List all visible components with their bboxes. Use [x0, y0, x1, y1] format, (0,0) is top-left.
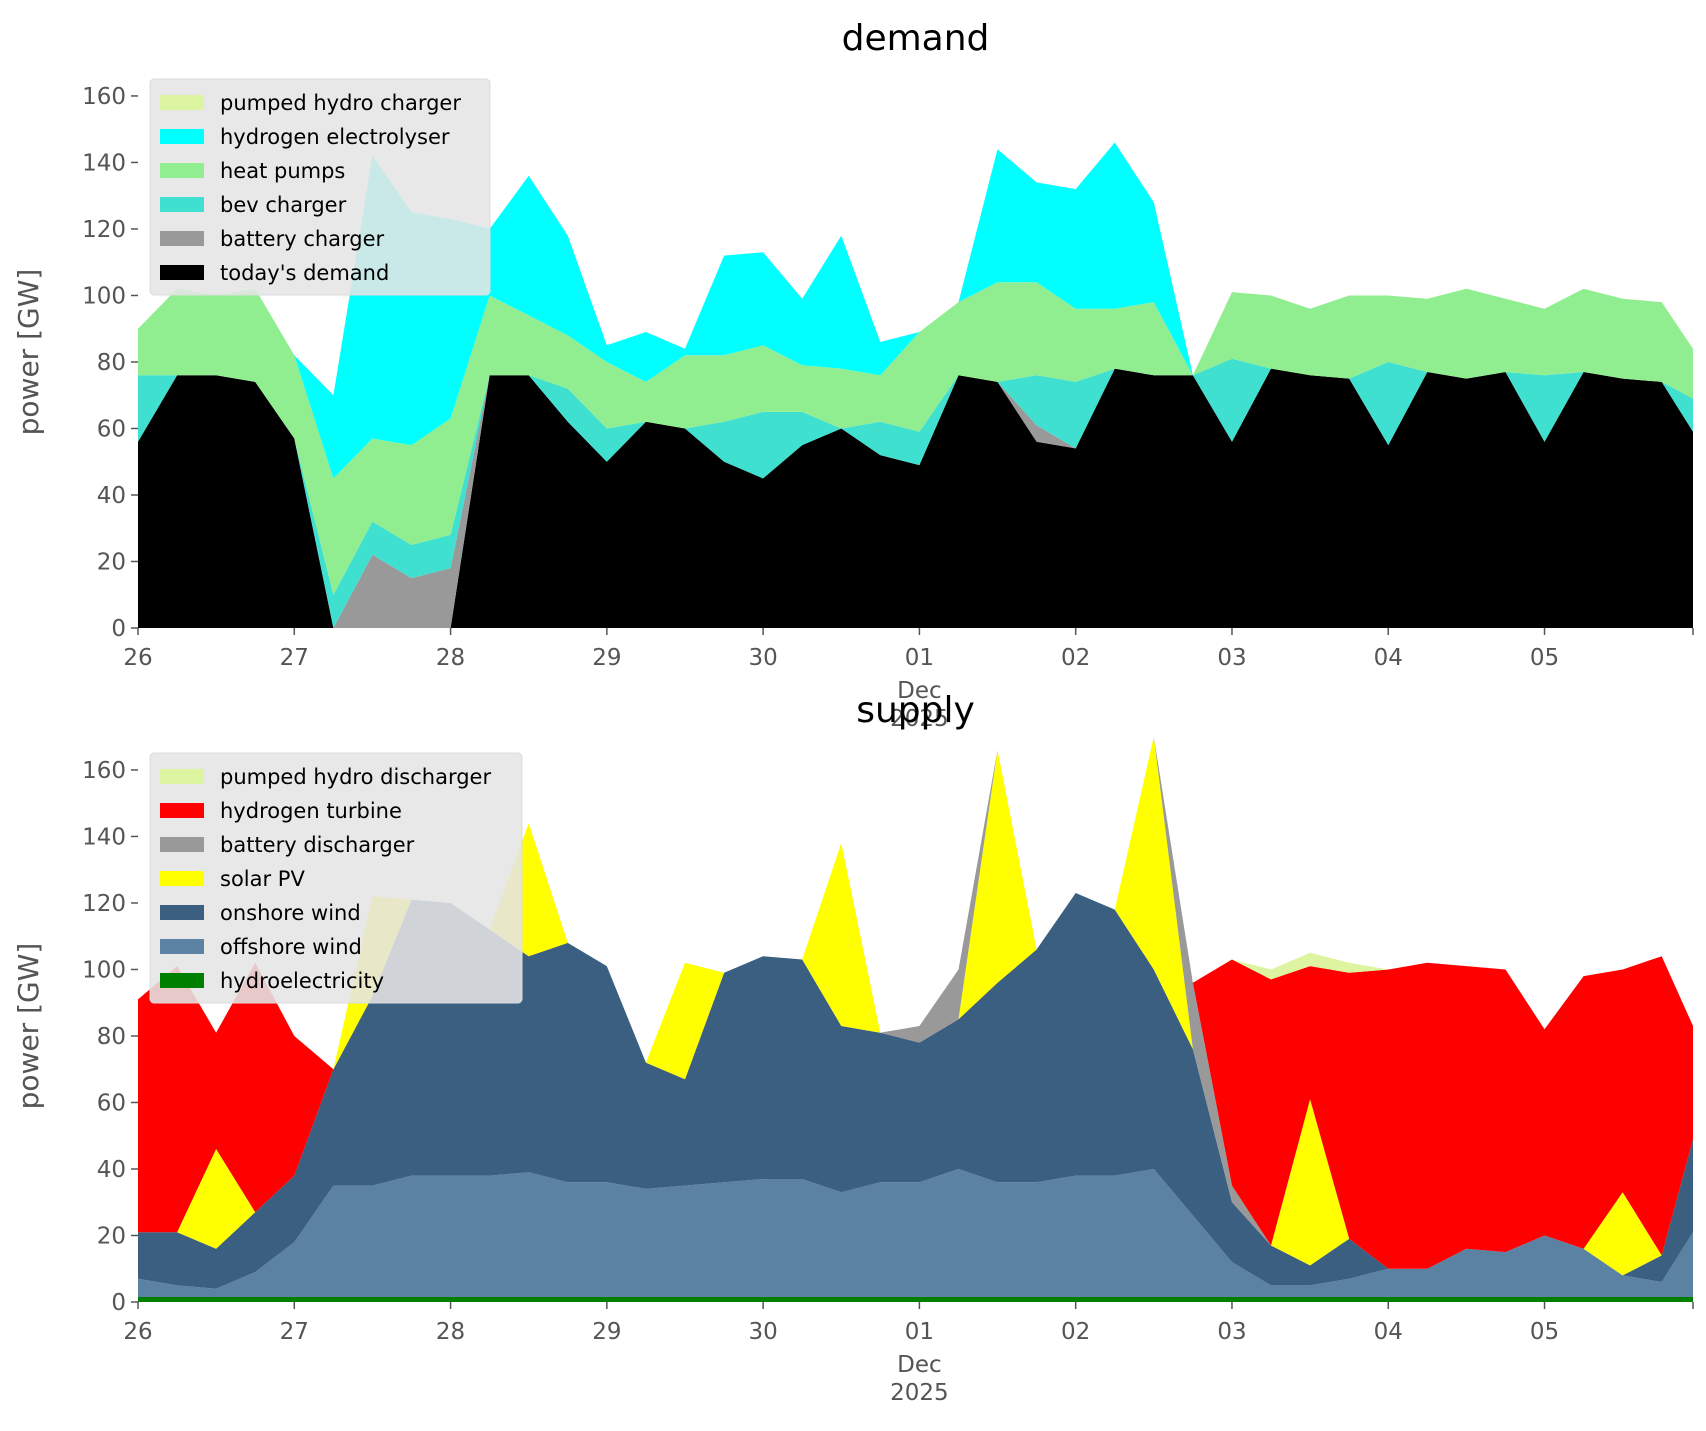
x-axis-year-label: 2025: [890, 1380, 949, 1406]
y-tick-label: 100: [82, 283, 126, 309]
legend-box: [149, 78, 491, 296]
y-tick-label: 160: [82, 84, 126, 110]
y-tick-label: 120: [82, 891, 126, 917]
y-tick-label: 40: [97, 1157, 126, 1183]
legend-swatch: [160, 129, 204, 144]
x-tick-label: 03: [1217, 1319, 1246, 1345]
x-tick-label: 04: [1374, 1319, 1403, 1345]
legend-swatch: [160, 231, 204, 246]
x-tick-label: 02: [1061, 1319, 1090, 1345]
legend-label: hydrogen turbine: [220, 799, 402, 823]
legend-swatch: [160, 163, 204, 178]
area-series-hydrogen-turbine: [138, 736, 1693, 1269]
x-axis-month-label: Dec: [897, 678, 942, 704]
demand-panel: 0 20 40 60 80 100 120 140 160 26 27 28 29 30 01 02 03 04 0…: [12, 18, 1694, 732]
y-tick-label: 0: [111, 1290, 126, 1316]
legend-label: pumped hydro charger: [220, 91, 461, 115]
x-tick-label: 27: [280, 645, 309, 671]
x-tick-label: 04: [1374, 645, 1403, 671]
area-series-hydroelectricity: [138, 1297, 1693, 1302]
legend-label: onshore wind: [220, 901, 361, 925]
legend-swatch: [160, 973, 204, 988]
y-tick-label: 20: [97, 1223, 126, 1249]
x-axis-year-label: 2025: [890, 706, 949, 732]
y-tick-label: 20: [97, 549, 126, 575]
y-tick-label: 140: [82, 824, 126, 850]
y-tick-label: 140: [82, 150, 126, 176]
y-tick-label: 60: [97, 1090, 126, 1116]
x-tick-label: 29: [592, 645, 621, 671]
y-tick-label: 40: [97, 483, 126, 509]
x-tick-label: 28: [436, 645, 465, 671]
x-tick-label: 27: [280, 1319, 309, 1345]
x-tick-label: 02: [1061, 645, 1090, 671]
x-tick-label: 28: [436, 1319, 465, 1345]
legend-swatch: [160, 197, 204, 212]
y-tick-label: 80: [97, 350, 126, 376]
legend-label: hydroelectricity: [220, 969, 384, 993]
legend-label: heat pumps: [220, 159, 345, 183]
y-tick-label: 60: [97, 416, 126, 442]
area-series-onshore-wind: [138, 893, 1693, 1289]
legend-label: battery discharger: [220, 833, 415, 857]
legend-swatch: [160, 769, 204, 784]
area-series-bev-charger: [138, 358, 1693, 628]
x-tick-label: 30: [748, 1319, 777, 1345]
legend-swatch: [160, 803, 204, 818]
legend-swatch: [160, 95, 204, 110]
legend-label: bev charger: [220, 193, 347, 217]
legend-swatch: [160, 905, 204, 920]
x-tick-label: 01: [905, 1319, 934, 1345]
x-axis-month-label: Dec: [897, 1352, 942, 1378]
legend-swatch: [160, 837, 204, 852]
area-series-hydrogen-electrolyser: [138, 142, 1693, 479]
area-series-heat-pumps: [138, 282, 1693, 595]
legend-swatch: [160, 265, 204, 280]
y-tick-label: 160: [82, 758, 126, 784]
legend-swatch: [160, 939, 204, 954]
x-tick-label: 03: [1217, 645, 1246, 671]
legend-label: hydrogen electrolyser: [220, 125, 450, 149]
x-tick-label: 30: [748, 645, 777, 671]
y-axis-label: power [GW]: [12, 269, 45, 436]
legend-label: pumped hydro discharger: [220, 765, 491, 789]
legend-box: [149, 752, 523, 1004]
x-tick-label: 29: [592, 1319, 621, 1345]
y-tick-label: 120: [82, 217, 126, 243]
legend-label: today's demand: [220, 261, 389, 285]
y-axis-label: power [GW]: [12, 943, 45, 1110]
legend-swatch: [160, 871, 204, 886]
legend-label: solar PV: [220, 867, 305, 891]
area-series-offshore-wind: [138, 1169, 1693, 1297]
x-tick-label: 01: [905, 645, 934, 671]
legend-label: offshore wind: [220, 935, 362, 959]
y-tick-label: 80: [97, 1024, 126, 1050]
chart-title: supply: [856, 690, 975, 731]
x-tick-label: 26: [123, 645, 152, 671]
supply-panel: 0 20 40 60 80 100 120 140 160 26 27 28 29 30 01 02 03 04 0…: [12, 690, 1694, 1406]
legend-label: battery charger: [220, 227, 385, 251]
y-tick-label: 0: [111, 616, 126, 642]
area-series-solar-pv: [138, 736, 1693, 1276]
chart-title: demand: [842, 18, 990, 59]
area-series-today-s-demand: [138, 368, 1693, 628]
y-tick-label: 100: [82, 957, 126, 983]
x-tick-label: 05: [1530, 1319, 1559, 1345]
x-tick-label: 05: [1530, 645, 1559, 671]
x-tick-label: 26: [123, 1319, 152, 1345]
